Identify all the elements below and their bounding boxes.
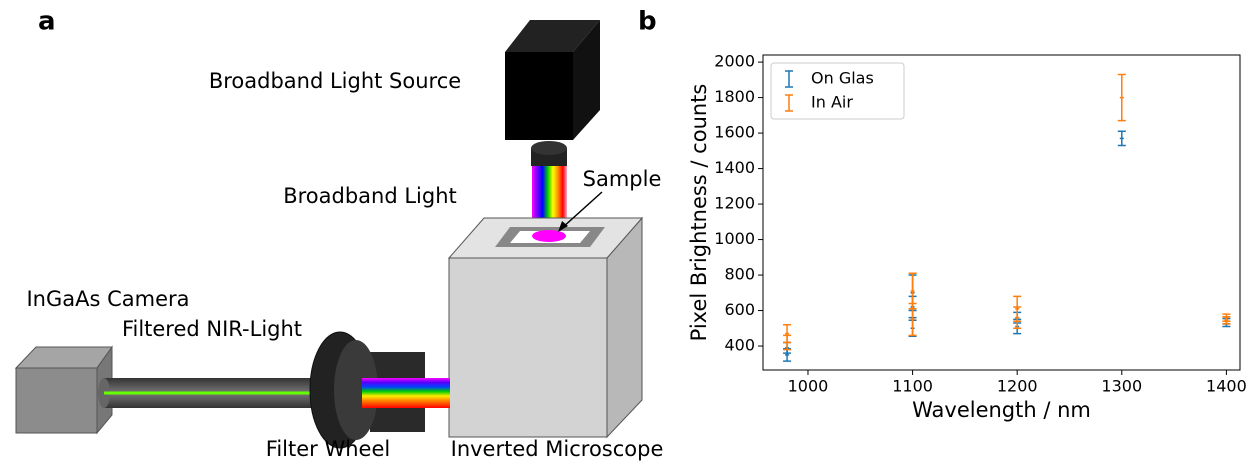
x-axis-label: Wavelength / nm (912, 398, 1091, 422)
label: Broadband Light (283, 184, 457, 208)
x-tick-label: 1200 (997, 377, 1038, 396)
y-tick-label: 800 (724, 265, 755, 284)
camera-top (16, 347, 112, 368)
y-tick-label: 1000 (714, 229, 755, 248)
y-tick-label: 1200 (714, 194, 755, 213)
label: Broadband Light Source (209, 69, 461, 93)
label: Sample (583, 167, 662, 191)
page: a b Broadband Light Source Broadband Lig… (0, 0, 1252, 463)
x-tick-label: 1400 (1206, 377, 1247, 396)
x-tick-label: 1300 (1101, 377, 1142, 396)
microscope-front (449, 258, 607, 437)
label: Filter Wheel (266, 437, 390, 461)
sample-spot (532, 230, 566, 242)
y-tick-label: 1400 (714, 158, 755, 177)
error-bar (1013, 296, 1021, 321)
label: Filtered NIR-Light (122, 317, 302, 341)
y-tick-label: 1800 (714, 87, 755, 106)
x-tick-label: 1000 (788, 377, 829, 396)
error-bar (1222, 314, 1230, 321)
label: Inverted Microscope (451, 437, 664, 461)
chart: 400 600 800 1000 1200 1400 1600 1800 2000 1000 110… (687, 52, 1247, 422)
camera-front (16, 368, 97, 433)
source-front (505, 52, 573, 140)
y-axis-label: Pixel Brightness / counts (687, 84, 711, 342)
error-bar (783, 325, 791, 343)
lens-top (531, 141, 567, 155)
error-bar (1118, 75, 1126, 121)
error-bar (1118, 131, 1126, 145)
x-tick-label: 1100 (892, 377, 933, 396)
y-tick-label: 400 (724, 336, 755, 355)
y-tick-label: 600 (724, 300, 755, 319)
y-tick-label: 1600 (714, 123, 755, 142)
legend-label: In Air (811, 93, 853, 112)
figure: a b Broadband Light Source Broadband Lig… (0, 0, 1252, 463)
panel-label: b (638, 7, 657, 37)
panel-label: a (38, 7, 56, 37)
label: InGaAs Camera (26, 287, 189, 311)
legend-label: On Glas (811, 69, 874, 88)
filtered-beam (362, 378, 450, 408)
y-tick-label: 2000 (714, 52, 755, 71)
